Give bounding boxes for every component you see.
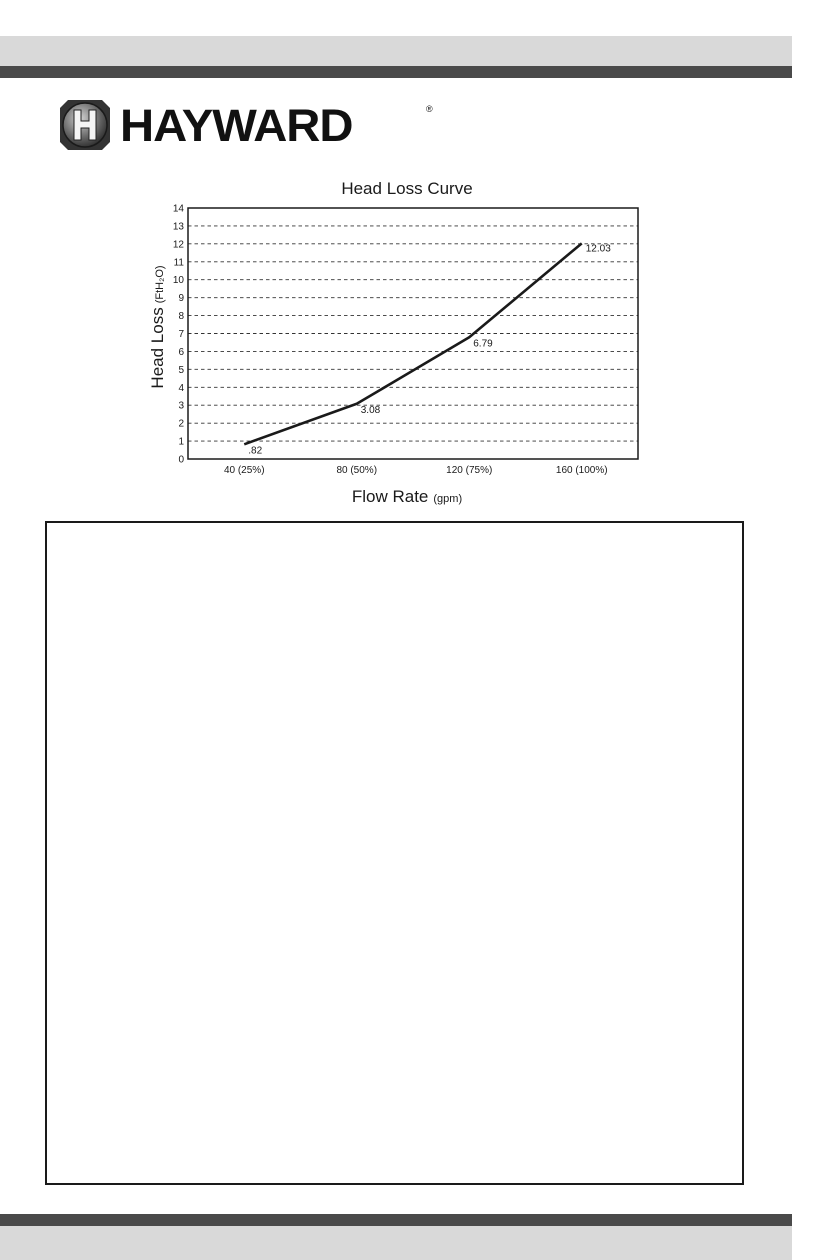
footer-band xyxy=(0,1226,792,1260)
y-tick-label: 14 xyxy=(173,204,185,215)
x-tick-label: 80 (50%) xyxy=(336,465,377,476)
hayward-logo: HAYWARD ® xyxy=(58,98,433,152)
x-tick-labels: 40 (25%) 80 (50%) 120 (75%) 160 (100%) xyxy=(224,465,608,476)
y-tick-label: 7 xyxy=(178,329,184,340)
y-tick-label: 1 xyxy=(178,437,184,448)
x-tick-label: 40 (25%) xyxy=(224,465,265,476)
header-rule xyxy=(0,66,792,78)
x-tick-label: 160 (100%) xyxy=(556,465,608,476)
y-tick-label: 3 xyxy=(178,401,184,412)
data-label: 3.08 xyxy=(361,405,381,416)
y-tick-label: 2 xyxy=(178,419,184,430)
footer-rule xyxy=(0,1214,792,1226)
x-axis-label: Flow Rate (gpm) xyxy=(352,487,462,506)
chart-title: Head Loss Curve xyxy=(341,179,472,198)
plot-frame xyxy=(187,207,639,460)
data-label: .82 xyxy=(248,445,262,456)
y-tick-label: 4 xyxy=(178,383,184,394)
y-tick-label: 10 xyxy=(173,275,185,286)
registered-mark: ® xyxy=(426,104,433,114)
y-tick-label: 13 xyxy=(173,221,185,232)
y-tick-label: 0 xyxy=(178,455,184,466)
data-label: 6.79 xyxy=(473,338,493,349)
y-axis-label: Head Loss(FtH₂O) xyxy=(148,265,167,388)
hayward-h-badge-icon xyxy=(60,100,110,150)
brand-wordmark: HAYWARD xyxy=(120,99,353,151)
y-tick-label: 8 xyxy=(178,311,184,322)
y-tick-label: 6 xyxy=(178,347,184,358)
series-line xyxy=(243,242,583,446)
data-label: 12.03 xyxy=(586,243,611,254)
y-tick-label: 11 xyxy=(174,257,185,268)
grid-lines xyxy=(188,225,638,442)
y-tick-label: 9 xyxy=(178,293,184,304)
content-box xyxy=(45,521,744,1185)
x-tick-label: 120 (75%) xyxy=(446,465,492,476)
y-tick-label: 12 xyxy=(173,239,185,250)
series-group: .82 3.08 6.79 12.03 xyxy=(243,242,611,456)
header-band xyxy=(0,36,792,66)
y-tick-label: 5 xyxy=(178,365,184,376)
